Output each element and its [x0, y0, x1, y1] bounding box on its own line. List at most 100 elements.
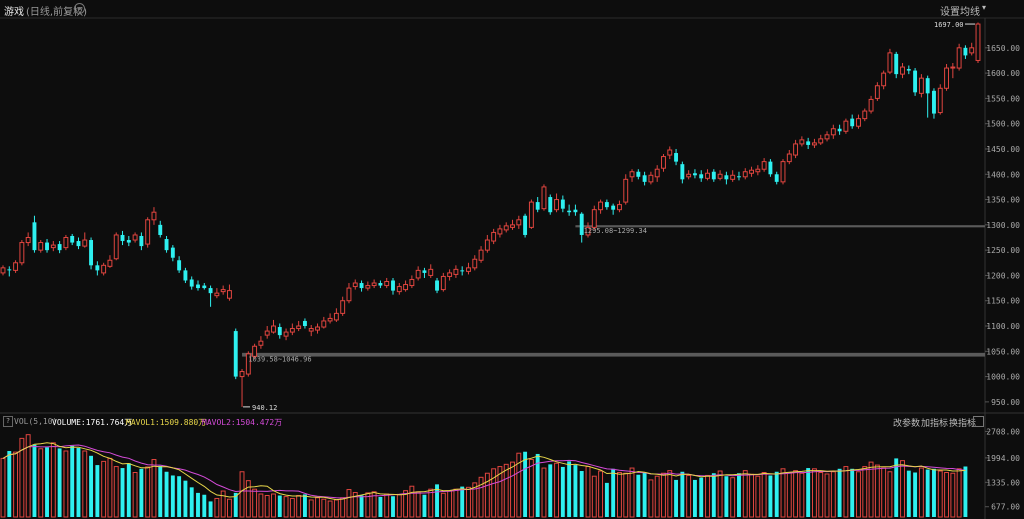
candle	[667, 146, 673, 160]
candle-body	[308, 328, 314, 332]
candle-body	[202, 285, 207, 289]
candle	[503, 222, 509, 233]
candle-body	[636, 171, 641, 177]
candle-body	[403, 284, 409, 291]
volume-bar	[730, 477, 736, 518]
candle	[245, 351, 251, 377]
candle-body	[289, 328, 295, 333]
candle	[478, 246, 484, 263]
candle-body	[359, 283, 364, 289]
candle	[466, 262, 471, 275]
volume-bar	[460, 486, 465, 517]
volume-bar	[239, 471, 245, 518]
edit-params-button[interactable]: 改参数	[893, 419, 921, 429]
volume-bar	[950, 472, 956, 518]
candle-body	[484, 239, 490, 251]
candle	[264, 326, 270, 339]
candle-body	[850, 118, 855, 127]
candle-body	[70, 235, 75, 243]
candle	[699, 170, 704, 182]
candle-body	[742, 171, 748, 178]
candle	[440, 272, 446, 292]
volume-bar	[894, 458, 899, 517]
candle	[554, 193, 559, 213]
gap-annotation: 1295.08~1299.34	[584, 227, 647, 235]
candle-body	[674, 153, 679, 162]
volume-bar	[378, 496, 383, 517]
candle	[50, 241, 56, 252]
candle	[925, 75, 930, 118]
volume-bar	[120, 468, 125, 517]
volume-bar	[214, 497, 220, 518]
candle-body	[82, 239, 88, 247]
volume-bar	[548, 464, 553, 517]
candle	[113, 232, 119, 261]
candle	[183, 267, 188, 284]
switch-indicator-button[interactable]: 换指标	[949, 419, 977, 429]
candle-body	[749, 169, 754, 174]
volume-bar	[478, 476, 484, 518]
candle	[894, 51, 899, 79]
candle-body	[208, 288, 213, 294]
volume-bar	[289, 497, 295, 518]
volume-bar	[554, 462, 559, 518]
candle	[906, 65, 911, 75]
volume-bar	[654, 475, 660, 518]
candle-body	[435, 280, 439, 291]
candle-body	[786, 153, 792, 163]
volume-bar	[674, 479, 679, 517]
grid-icon[interactable]	[973, 416, 984, 427]
gear-icon[interactable]	[74, 3, 85, 14]
volume-bar	[629, 467, 635, 518]
price-tick-label: 1500.00	[986, 120, 1020, 129]
candle-body	[761, 161, 767, 170]
gap-zone-line	[575, 225, 985, 228]
add-indicator-button[interactable]: 加指标	[921, 419, 949, 429]
candle-body	[887, 52, 893, 73]
candle-body	[252, 345, 258, 357]
volume-tick-label: 1994.00	[986, 454, 1020, 463]
price-tick-label: 1250.00	[986, 246, 1020, 255]
volume-bar	[850, 468, 855, 517]
volume-bar	[686, 474, 692, 518]
volume-bar	[202, 494, 207, 517]
candle-body	[120, 234, 125, 242]
candle	[806, 137, 811, 149]
candle-body	[937, 87, 943, 114]
candle-body	[25, 236, 31, 244]
candle	[850, 114, 855, 129]
candle-body	[239, 371, 245, 378]
set-ma-button[interactable]: 设置均线	[940, 7, 980, 18]
candle	[604, 199, 609, 210]
candle-body	[0, 267, 6, 274]
candle-body	[528, 201, 534, 228]
candle-body	[245, 353, 251, 375]
volume-bar	[283, 496, 289, 518]
volume-bar	[139, 468, 144, 517]
candle	[158, 220, 163, 238]
candle	[196, 280, 200, 291]
candle	[239, 369, 245, 407]
candle	[724, 171, 729, 185]
help-icon[interactable]: ?	[3, 416, 13, 427]
candle-body	[824, 134, 830, 140]
candle	[837, 124, 842, 135]
candle-body	[591, 209, 597, 228]
volume-bar	[415, 491, 421, 518]
chevron-down-icon[interactable]: ▾	[981, 3, 986, 12]
candle-body	[604, 202, 609, 208]
candle-body	[107, 259, 113, 267]
volume-bar	[258, 493, 264, 518]
candle	[428, 264, 434, 278]
candle	[648, 171, 654, 185]
candle-body	[724, 175, 729, 180]
candle	[824, 131, 830, 142]
volume-bar	[642, 472, 647, 517]
candle	[636, 169, 641, 180]
candle	[340, 296, 346, 316]
volume-bar	[585, 466, 591, 518]
volume-bar	[302, 494, 307, 517]
candle-body	[579, 213, 584, 235]
candle-body	[440, 275, 446, 291]
candle	[661, 154, 666, 172]
